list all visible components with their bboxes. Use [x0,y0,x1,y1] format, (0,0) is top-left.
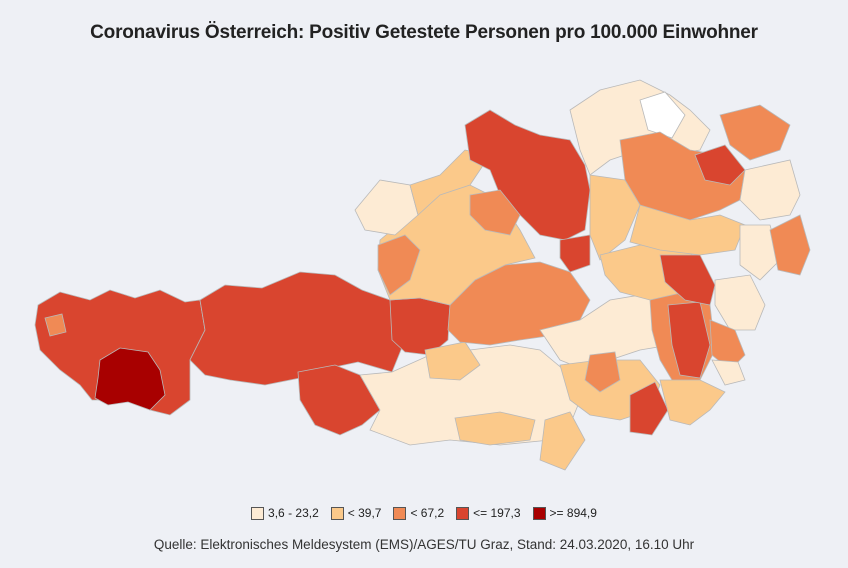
legend-swatch [330,506,344,520]
map-region [377,234,421,296]
map-region [739,224,781,281]
map-region [94,347,166,411]
map-region [297,364,381,436]
legend-swatch [393,506,407,520]
legend-label: >= 894,9 [549,506,597,520]
map-region [539,411,586,471]
map-region [44,313,67,337]
legend-label: < 39,7 [347,506,382,520]
legend-label: <= 197,3 [473,506,521,520]
map-region [629,381,669,436]
map-region [469,189,521,236]
legend-item: 3,6 - 23,2 [251,506,319,520]
map-region [589,174,641,261]
map-region [694,144,746,186]
map-legend: 3,6 - 23,2 < 39,7 < 67,2 <= 197,3 >= 894… [0,506,848,520]
legend-swatch [532,506,546,520]
legend-label: < 67,2 [410,506,445,520]
legend-item: >= 894,9 [532,506,597,520]
legend-swatch [456,506,470,520]
legend-item: < 67,2 [393,506,444,520]
map-region [629,204,746,256]
legend-label: 3,6 - 23,2 [268,506,319,520]
map-region [454,411,536,446]
map-region [719,104,791,161]
source-note: Quelle: Elektronisches Meldesystem (EMS)… [153,537,695,552]
map-region [659,379,726,426]
map-region [584,351,621,393]
map-region [424,341,481,381]
legend-swatch [251,506,265,520]
map-region [189,271,406,386]
map-region [409,149,491,216]
map-region [464,109,591,241]
austria-choropleth-map [0,60,848,500]
map-region [639,91,686,139]
map-title: Coronavirus Österreich: Positiv Getestet… [90,22,758,43]
map-region [559,234,591,273]
legend-item: <= 197,3 [456,506,521,520]
map-region [769,214,811,276]
legend-item: < 39,7 [330,506,382,520]
map-region [739,159,801,221]
map-region [714,274,766,331]
map-region [711,359,746,386]
